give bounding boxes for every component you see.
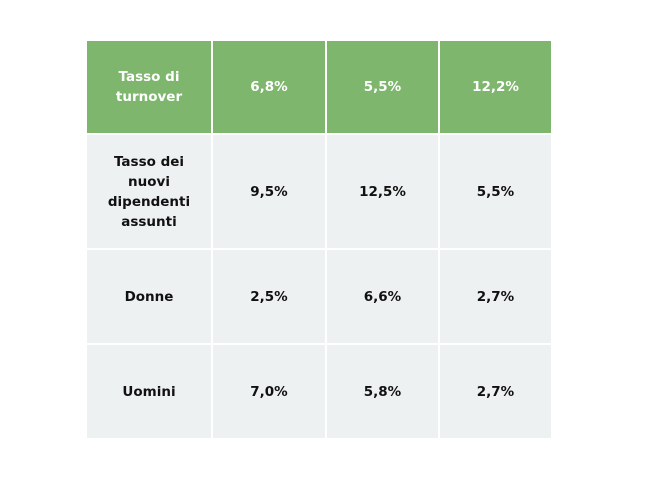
new-hires-value-2: 12,5% [327,135,438,248]
row-label-men: Uomini [87,345,211,438]
women-value-2: 6,6% [327,250,438,343]
men-value-2: 5,8% [327,345,438,438]
turnover-table: Tasso di turnover 6,8% 5,5% 12,2% Tasso … [87,41,551,438]
new-hires-value-3: 5,5% [440,135,551,248]
women-value-1: 2,5% [213,250,325,343]
row-label-turnover: Tasso di turnover [87,41,211,133]
row-label-new-hires: Tasso dei nuovi dipendenti assunti [87,135,211,248]
new-hires-value-1: 9,5% [213,135,325,248]
turnover-value-2: 5,5% [327,41,438,133]
men-value-1: 7,0% [213,345,325,438]
turnover-value-3: 12,2% [440,41,551,133]
men-value-3: 2,7% [440,345,551,438]
women-value-3: 2,7% [440,250,551,343]
turnover-value-1: 6,8% [213,41,325,133]
row-label-women: Donne [87,250,211,343]
